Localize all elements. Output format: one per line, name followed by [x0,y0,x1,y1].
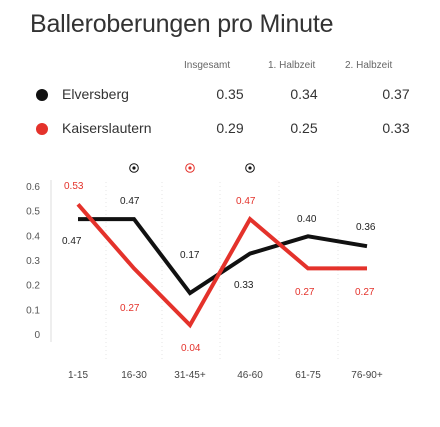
team-color-dot [36,123,48,135]
x-tick-label: 46-60 [237,370,263,381]
y-tick-label: 0.1 [26,305,40,316]
team-row-kaiserslautern: Kaiserslautern 0.29 0.25 0.33 [36,120,436,140]
x-tick-label: 31-45+ [174,370,206,381]
y-tick-label: 0.6 [26,182,40,193]
team-stat-first-half: 0.34 [290,86,318,102]
chart-title: Balleroberungen pro Minute [30,10,334,38]
data-label: 0.04 [181,343,201,354]
y-tick-label: 0 [34,330,40,341]
line-chart: 0.6 0.5 0.4 0.3 0.2 0.1 0 1-15 16-30 31-45+ 46-60 6… [26,163,383,381]
data-label: 0.27 [355,287,375,298]
team-stat-second-half: 0.37 [382,86,410,102]
team-stat-first-half: 0.25 [290,120,318,136]
data-label: 0.47 [62,236,82,247]
series-line [76,202,367,329]
header-second-half: 2. Halbzeit [345,60,393,71]
soccer-ball-patch [188,166,192,170]
data-label: 0.17 [180,250,200,261]
x-tick-label: 16-30 [121,370,147,381]
team-stat-second-half: 0.33 [382,120,410,136]
data-label: 0.47 [120,196,140,207]
header-total: Insgesamt [184,60,231,71]
data-label: 0.27 [295,287,315,298]
x-tick-label: 76-90+ [351,370,383,381]
team-stat-total: 0.29 [216,120,244,136]
team-stat-total: 0.35 [216,86,244,102]
y-tick-label: 0.3 [26,256,40,267]
data-label: 0.40 [297,214,317,225]
team-row-elversberg: Elversberg 0.35 0.34 0.37 [36,86,436,106]
data-label: 0.53 [64,181,84,192]
data-label: 0.36 [356,222,376,233]
header-first-half: 1. Halbzeit [268,60,316,71]
y-tick-label: 0.4 [26,231,40,242]
data-label: 0.27 [120,303,140,314]
y-tick-label: 0.5 [26,207,40,218]
team-name: Kaiserslautern [62,120,152,136]
soccer-ball-patch [132,166,136,170]
team-color-dot [36,89,48,101]
x-tick-label: 1-15 [68,370,88,381]
team-name: Elversberg [62,86,129,102]
data-label: 0.33 [234,280,254,291]
y-tick-label: 0.2 [26,281,40,292]
soccer-ball-patch [248,166,252,170]
data-label: 0.47 [236,196,256,207]
x-tick-label: 61-75 [295,370,321,381]
